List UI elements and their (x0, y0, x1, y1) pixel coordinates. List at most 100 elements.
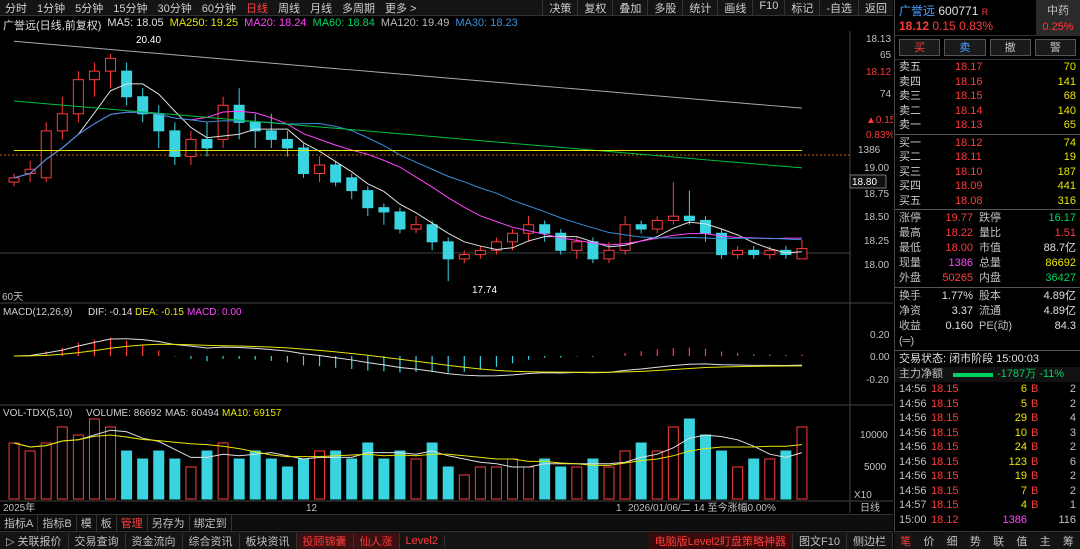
tab-bind[interactable]: 绑定到 (190, 514, 232, 531)
vol-tick: 5000 (864, 462, 887, 473)
panel-tab[interactable]: 值 (1016, 535, 1028, 548)
candle-body (330, 164, 342, 183)
bottom-tab[interactable]: 图文F10 (793, 532, 847, 549)
macd-dea: DEA: -0.15 (135, 307, 184, 318)
period-tab-more[interactable]: 更多 > (385, 2, 417, 15)
bid-row: 买五 18.08 316 (899, 194, 1076, 207)
tick-row: 14:56 18.15 19 B 2 (899, 470, 1076, 482)
macd-tick: 0.20 (870, 330, 890, 341)
bottom-tab[interactable]: 仙人涨 (353, 532, 400, 549)
current-price-marker: 18.80 (852, 177, 877, 188)
volume-bar (169, 458, 181, 500)
panel-tab[interactable]: 主 (1039, 535, 1051, 548)
price-tick: 18.13 (866, 34, 891, 45)
panel-tab[interactable]: 联 (993, 535, 1005, 548)
bottom-tab[interactable]: 交易查询 (69, 532, 126, 549)
volume-bar (394, 450, 406, 500)
candle-body (635, 224, 647, 230)
kline-chart[interactable]: 18.13 65 74 18.12 ▲0.15 0.83% 1386 19.00… (0, 31, 896, 514)
x-tick: 2025年 (3, 501, 35, 513)
tick-row: 14:56 18.15 24 B 2 (899, 441, 1076, 453)
volume-bar (426, 442, 438, 500)
candle-body (699, 219, 711, 234)
ask-row: 卖二 18.14 140 (899, 104, 1076, 117)
price-tick: 0.83% (866, 130, 893, 141)
tool-button[interactable]: 多股 (647, 0, 682, 16)
volume-bar (249, 450, 261, 500)
panel-tab[interactable]: 筹 (1062, 535, 1074, 548)
period-tab[interactable]: 60分钟 (201, 2, 236, 15)
tab-manage[interactable]: 管理 (117, 514, 148, 531)
ma250-label: MA250: 19.25 (169, 17, 239, 29)
period-tab[interactable]: 月线 (310, 2, 332, 15)
bottom-tab[interactable]: ▷ 关联报价 (0, 532, 69, 549)
candle-body (346, 177, 358, 192)
macd-label: MACD(12,26,9) (3, 307, 72, 318)
promo-link[interactable]: 电脑版Level2盯盘策略神器 (648, 532, 794, 549)
volume-bar (571, 466, 583, 500)
volume-bar (105, 426, 117, 500)
period-tab[interactable]: 1分钟 (37, 2, 66, 15)
x-period: 日线 (860, 501, 880, 513)
period-tab[interactable]: 15分钟 (113, 2, 148, 15)
vol-label: VOL-TDX(5,10) (3, 408, 72, 419)
dif-line (14, 338, 802, 377)
panel-tab[interactable]: 价 (923, 535, 935, 548)
tab-ban[interactable]: 板 (97, 514, 117, 531)
bottom-tab[interactable]: 投顾锦囊 (296, 532, 354, 549)
buy-button[interactable]: 买 (899, 39, 941, 56)
candle-body (796, 248, 808, 260)
tool-button[interactable]: F10 (752, 0, 784, 16)
volume-bar (555, 466, 567, 500)
volume-bar (153, 450, 165, 500)
volume-bar (410, 458, 422, 500)
dea-line (14, 343, 802, 373)
cancel-button[interactable]: 撤 (989, 39, 1031, 56)
panel-tab[interactable]: 势 (969, 535, 981, 548)
tool-button[interactable]: 统计 (682, 0, 717, 16)
tool-button[interactable]: 决策 (542, 0, 577, 16)
tool-button[interactable]: 返回 (858, 0, 893, 16)
main-flow[interactable]: 主力净额 -1787万 -11% (895, 367, 1080, 382)
stock-code: 600771 (938, 4, 979, 18)
sell-button[interactable]: 卖 (944, 39, 986, 56)
tool-button[interactable]: 标记 (784, 0, 819, 16)
tab-indicator-a[interactable]: 指标A (0, 514, 39, 531)
industry-box[interactable]: 中药 0.25% (1036, 0, 1080, 36)
bid-row: 买二 18.11 19 (899, 151, 1076, 163)
period-tab-daily[interactable]: 日线 (246, 2, 268, 15)
volume-bar (362, 442, 374, 500)
bottom-tab[interactable]: 侧边栏 (847, 532, 893, 549)
bottom-tab[interactable]: 板块资讯 (240, 532, 297, 549)
volume-bar (378, 458, 390, 500)
period-tab[interactable]: 30分钟 (157, 2, 192, 15)
volume-bar (201, 450, 213, 500)
panel-tab[interactable]: 细 (946, 535, 958, 548)
period-tab[interactable]: 多周期 (342, 2, 375, 15)
ask-row: 卖五 18.17 70 (899, 61, 1076, 73)
tool-button[interactable]: -自选 (819, 0, 858, 16)
bottom-tab[interactable]: 资金流向 (126, 532, 183, 549)
price-tick: 19.00 (864, 163, 889, 174)
bottom-tab[interactable]: 综合资讯 (183, 532, 240, 549)
period-tab[interactable]: 周线 (278, 2, 300, 15)
panel-tab[interactable]: 笔 (900, 535, 912, 548)
tool-button[interactable]: 叠加 (612, 0, 647, 16)
macd-tick: -0.20 (866, 375, 889, 386)
tool-button[interactable]: 画线 (717, 0, 752, 16)
x-tick: 12 (306, 503, 318, 513)
volume-bar (796, 426, 808, 500)
bottom-tab[interactable]: Level2 (400, 534, 445, 547)
period-tab[interactable]: 分时 (5, 2, 27, 15)
tab-mo[interactable]: 模 (77, 514, 97, 531)
volume-bar (185, 466, 197, 500)
volume-bar (233, 458, 245, 500)
alert-button[interactable]: 警 (1034, 39, 1076, 56)
period-tab[interactable]: 5分钟 (75, 2, 104, 15)
candle-body (217, 104, 229, 140)
tool-button[interactable]: 复权 (577, 0, 612, 16)
tab-indicator-b[interactable]: 指标B (38, 514, 77, 531)
vol-ma5-line (13, 429, 803, 468)
volume-bar (8, 442, 20, 500)
tab-save-as[interactable]: 另存为 (148, 514, 190, 531)
